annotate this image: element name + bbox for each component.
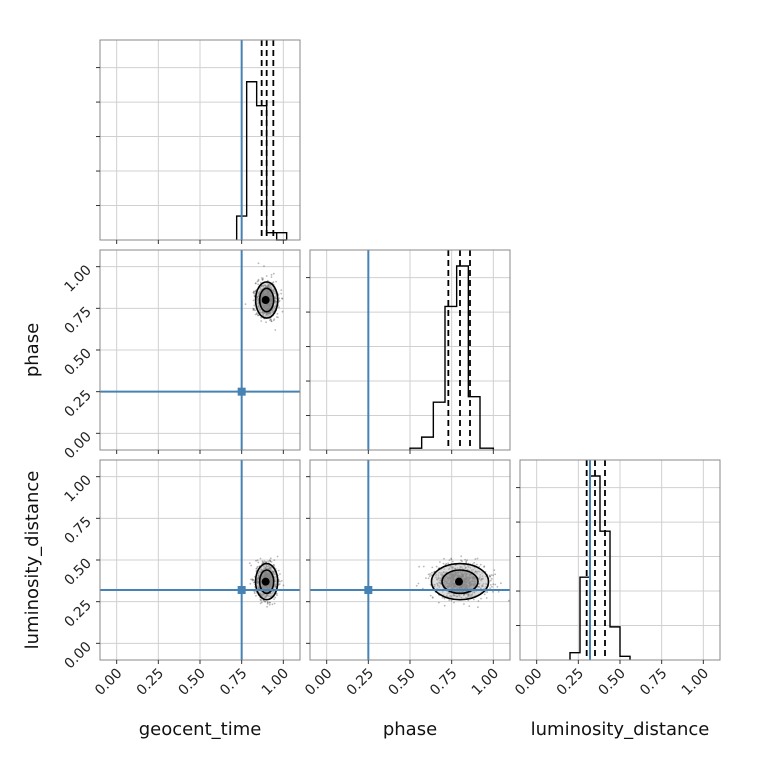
histogram-step [409, 265, 495, 450]
x-tick-label: 0.50 [175, 666, 208, 699]
x-tick-label: 0.75 [217, 666, 250, 699]
density-peak [261, 296, 270, 304]
x-tick-label: 0.50 [385, 666, 418, 699]
scatter-luminosity-distance-vs-geocent-time: 0.000.250.500.751.000.00 0.25 0.50 0.75 1.00 [61, 459, 301, 699]
density-peak [455, 577, 463, 586]
histogram-geocent-time [96, 39, 301, 244]
y-tick-label: 0.25 [61, 387, 94, 420]
x-tick-label: 1.00 [679, 666, 712, 699]
y-tick-label: 0.50 [61, 346, 94, 379]
y-tick-label: 0.75 [61, 514, 94, 547]
x-axis-label: geocent_time [139, 719, 262, 740]
histogram-luminosity-distance: 0.00 0.25 0.50 0.75 1.00 [512, 459, 721, 699]
histogram-step [235, 81, 287, 241]
x-tick-label: 0.75 [637, 666, 670, 699]
x-tick-label: 0.75 [427, 666, 460, 699]
y-tick-label: 0.25 [61, 597, 94, 630]
y-tick-label: 1.00 [61, 472, 94, 505]
truth-marker [237, 586, 246, 594]
y-tick-label: 0.75 [61, 304, 94, 337]
scatter-luminosity-distance-vs-phase: 0.00 0.25 0.50 0.75 1.00 [302, 459, 511, 699]
x-tick-label: 0.25 [344, 666, 377, 699]
y-tick-label: 1.00 [61, 262, 94, 295]
x-tick-label: 0.50 [595, 666, 628, 699]
truth-marker [237, 387, 246, 396]
scatter-phase-vs-geocent-time: 0.00 0.25 0.50 0.75 1.00 [61, 249, 301, 462]
x-tick-label: 0.00 [302, 666, 335, 699]
x-axis-label: luminosity_distance [531, 719, 710, 740]
histogram-bin [276, 231, 288, 240]
x-tick-label: 0.25 [134, 666, 167, 699]
x-tick-label: 0.25 [554, 666, 587, 699]
x-tick-label: 1.00 [469, 666, 502, 699]
histogram-step [569, 475, 631, 660]
histogram-phase [306, 249, 511, 454]
x-tick-label: 1.00 [259, 666, 292, 699]
x-tick-label: 0.00 [92, 666, 125, 699]
truth-marker [364, 586, 373, 594]
y-axis-label: phase [22, 323, 43, 377]
y-axis-label: luminosity_distance [22, 471, 43, 650]
x-tick-label: 0.00 [512, 666, 545, 699]
density-peak [261, 577, 270, 586]
y-tick-label: 0.00 [61, 429, 94, 462]
y-tick-label: 0.00 [61, 639, 94, 672]
y-tick-label: 0.50 [61, 556, 94, 589]
x-axis-label: phase [383, 719, 437, 740]
